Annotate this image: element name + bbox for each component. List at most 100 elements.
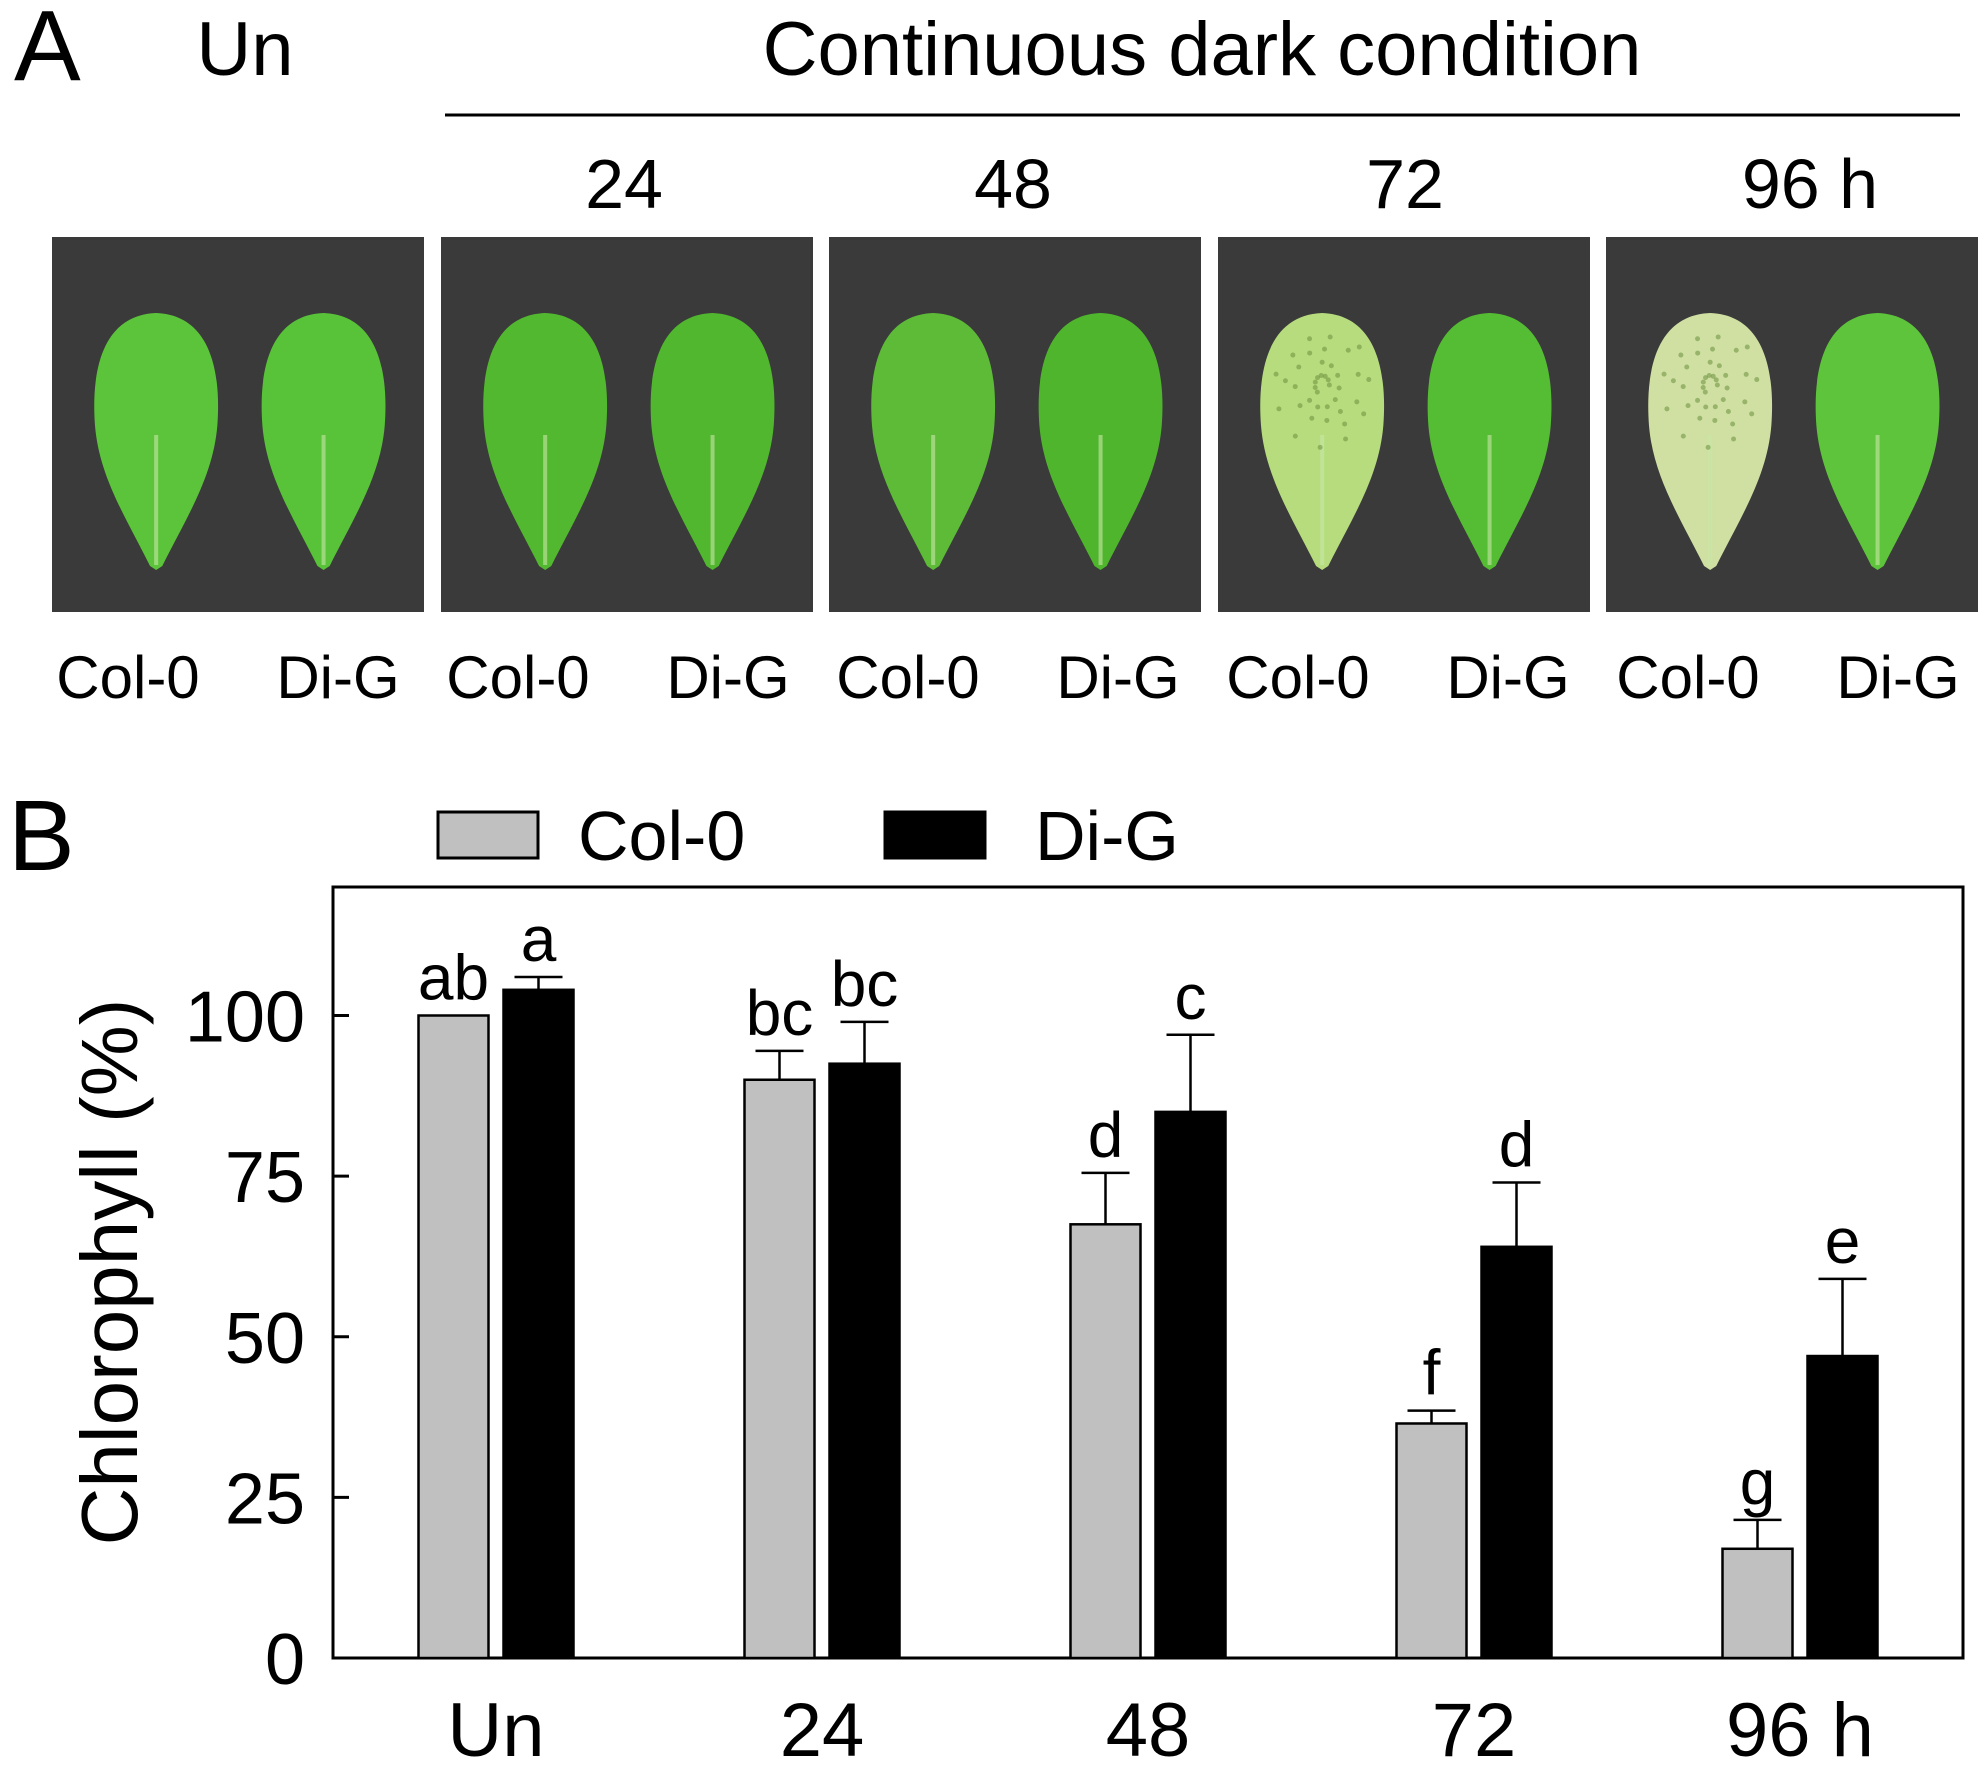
leaf-speckle — [1730, 421, 1736, 427]
y-tick-label: 0 — [265, 1620, 305, 1700]
leaf-speckle — [1697, 415, 1703, 421]
leaf-speckle — [1319, 359, 1325, 365]
leaf-speckle — [1678, 352, 1684, 358]
legend-swatch-dig — [883, 810, 987, 860]
significance-letter: f — [1423, 1337, 1441, 1409]
legend-label-col0: Col-0 — [578, 797, 745, 875]
significance-letter: bc — [831, 948, 899, 1020]
timepoint-48-label: 48 — [974, 145, 1052, 223]
leaf-speckle — [1307, 350, 1313, 356]
significance-letter: a — [521, 903, 557, 975]
leaf-speckle — [1318, 372, 1324, 378]
genotype-label-dig: Di-G — [276, 644, 399, 711]
leaf-speckle — [1355, 371, 1361, 377]
significance-letter: e — [1825, 1205, 1861, 1277]
significance-letter: bc — [746, 977, 814, 1049]
leaf-speckle — [1744, 344, 1750, 350]
leaf-speckle — [1680, 384, 1686, 390]
bar-col0 — [743, 1078, 816, 1660]
significance-letter: d — [1088, 1099, 1124, 1171]
leaf-photo-panel — [829, 237, 1201, 612]
bar-col0 — [417, 1014, 490, 1660]
leaf-speckle — [1325, 377, 1331, 383]
leaf-speckle — [1710, 346, 1716, 352]
leaf-speckle — [1712, 404, 1718, 410]
leaf-speckle — [1336, 385, 1342, 391]
bar-col0 — [1721, 1547, 1794, 1660]
leaf-speckle — [1700, 384, 1706, 390]
plot-frame — [331, 885, 1965, 1660]
leaf-speckle — [1664, 406, 1670, 412]
leaf-speckle — [1713, 377, 1719, 383]
leaf-speckle — [1720, 397, 1726, 403]
leaf-speckle — [1703, 375, 1709, 381]
leaf-speckle — [1670, 378, 1676, 384]
leaf-speckle — [1309, 415, 1315, 421]
significance-letter: ab — [418, 942, 489, 1014]
leaf-speckle — [1312, 379, 1318, 385]
panel-a: A Un Continuous dark condition 24 48 72 … — [14, 0, 1978, 711]
leaf-speckle — [1276, 406, 1282, 412]
leaf-speckle — [1710, 373, 1716, 379]
leaf-speckle — [1356, 344, 1362, 350]
bar-dig — [1480, 1245, 1553, 1660]
leaf-speckle — [1345, 347, 1351, 353]
leaf-speckle — [1700, 379, 1706, 385]
untreated-header: Un — [196, 7, 293, 92]
bar-col0 — [1069, 1223, 1142, 1660]
leaf-speckle — [1731, 436, 1737, 442]
leaf-speckle — [1707, 359, 1713, 365]
leaf-speckle — [1273, 371, 1279, 377]
leaf-speckle — [1322, 373, 1328, 379]
x-tick-label: 96 h — [1726, 1688, 1874, 1766]
leaf-speckle — [1725, 409, 1731, 415]
bar-col0 — [1395, 1422, 1468, 1660]
y-axis: 0 25 50 75 100 — [185, 978, 349, 1700]
leaf-speckle — [1684, 364, 1690, 370]
leaf-speckle — [1661, 371, 1667, 377]
legend-label-dig: Di-G — [1035, 797, 1179, 875]
genotype-label-col0: Col-0 — [56, 644, 199, 711]
timepoint-96h-label: 96 h — [1742, 145, 1878, 223]
leaf-speckle — [1743, 371, 1749, 377]
leaf-speckle — [1680, 433, 1686, 439]
timepoint-24-label: 24 — [585, 145, 663, 223]
significance-letter: c — [1175, 961, 1207, 1033]
genotype-label-col0: Col-0 — [836, 644, 979, 711]
x-tick-label: 24 — [780, 1688, 865, 1766]
x-tick-label: 72 — [1432, 1688, 1517, 1766]
leaf-speckle — [1282, 378, 1288, 384]
legend: Col-0 Di-G — [436, 797, 1179, 875]
leaf-speckle — [1307, 397, 1313, 403]
x-tick-label: Un — [447, 1688, 544, 1766]
leaf-speckle — [1324, 404, 1330, 410]
leaf-speckle — [1354, 399, 1360, 405]
leaf-speckle — [1723, 372, 1729, 378]
leaf-speckle — [1724, 385, 1730, 391]
leaf-speckle — [1292, 433, 1298, 439]
leaf-speckle — [1332, 397, 1338, 403]
leaf-speckle — [1297, 403, 1303, 409]
leaf-speckle — [1322, 346, 1328, 352]
x-tick-label: 48 — [1106, 1688, 1191, 1766]
genotype-label-dig: Di-G — [1836, 644, 1959, 711]
genotype-label-dig: Di-G — [1446, 644, 1569, 711]
condition-title: Continuous dark condition — [763, 7, 1642, 92]
bar-dig — [502, 988, 575, 1660]
y-tick-label: 25 — [225, 1459, 305, 1539]
leaf-speckle — [1296, 364, 1302, 370]
leaf-speckle — [1328, 363, 1334, 369]
leaf-speckle — [1705, 444, 1711, 450]
bar-dig — [828, 1062, 901, 1660]
leaf-speckle — [1754, 377, 1760, 383]
timepoint-72-label: 72 — [1366, 145, 1444, 223]
significance-letter: g — [1740, 1446, 1776, 1518]
leaf-speckle — [1335, 372, 1341, 378]
leaf-speckle — [1712, 417, 1718, 423]
y-axis-title: Chlorophyll (%) — [65, 999, 154, 1546]
leaf-photo-panel — [1218, 237, 1590, 612]
leaf-speckle — [1315, 375, 1321, 381]
leaf-speckle — [1695, 397, 1701, 403]
